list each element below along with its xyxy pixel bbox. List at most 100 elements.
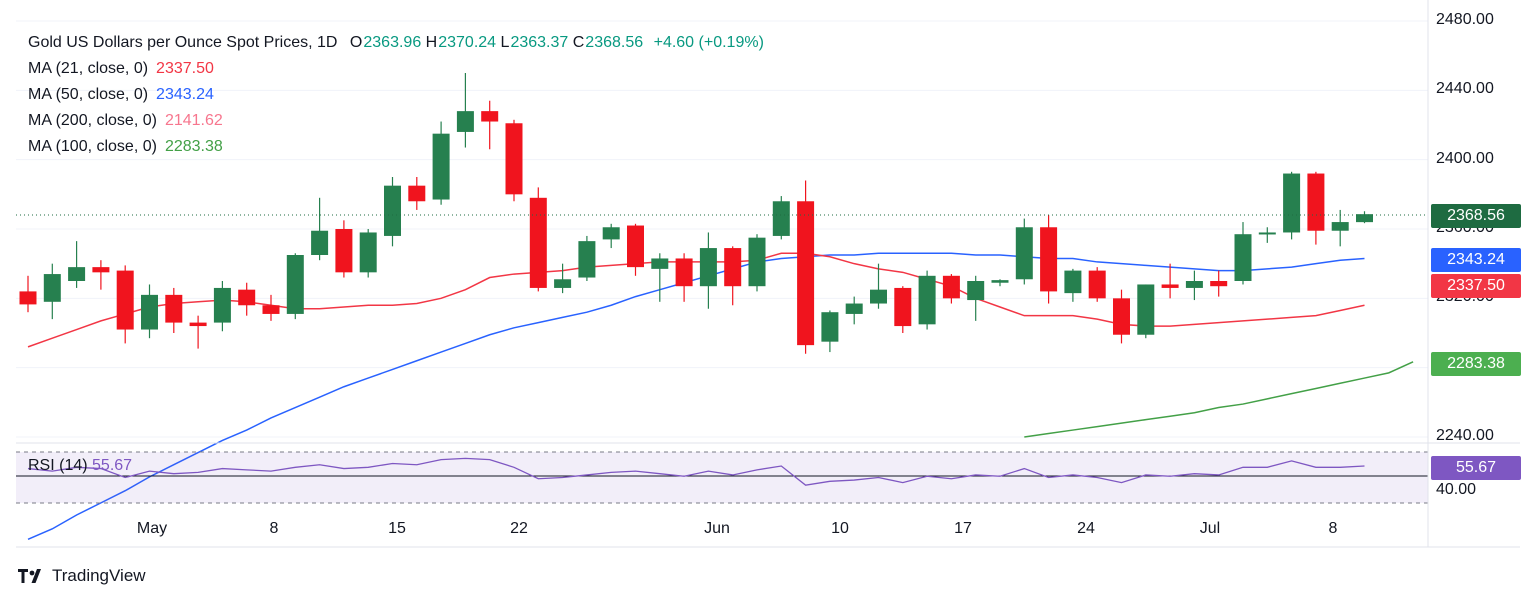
candle <box>870 263 887 309</box>
high-label: H <box>425 34 438 51</box>
candle <box>797 180 815 354</box>
candle-body <box>286 255 304 314</box>
rsi-path <box>27 457 1365 486</box>
candle <box>845 296 863 325</box>
x-tick-label: May <box>136 520 168 537</box>
candle <box>1356 211 1373 224</box>
candle-body <box>43 274 61 302</box>
candle-body <box>772 201 790 236</box>
candle <box>627 223 644 276</box>
candle <box>821 310 839 353</box>
candle <box>724 246 742 306</box>
x-tick-label: 22 <box>510 520 528 537</box>
candle <box>481 100 499 150</box>
candle-body <box>432 133 450 200</box>
y-tick-label: 2400.00 <box>1436 149 1494 167</box>
candle <box>1234 222 1252 285</box>
candle <box>967 275 985 321</box>
candle <box>578 235 596 281</box>
ma-label: MA (200, close, 0) <box>28 112 157 129</box>
candle-body <box>1040 227 1058 292</box>
ma-value: 2141.62 <box>164 112 223 129</box>
close-label: C <box>572 34 585 51</box>
candle-body <box>262 305 280 314</box>
candle-body <box>505 123 523 195</box>
candle-body <box>675 258 693 287</box>
candle <box>505 119 523 202</box>
candle-body <box>1307 173 1325 231</box>
candle-body <box>1258 232 1276 235</box>
ma-label: MA (50, close, 0) <box>28 86 149 103</box>
close-value: 2368.56 <box>585 34 644 51</box>
ma-legend-row: MA (21, close, 0) 2337.50 <box>28 56 764 82</box>
candle-body <box>116 270 134 330</box>
candle <box>335 220 353 278</box>
candle-body <box>1283 173 1301 233</box>
x-tick-label: 10 <box>831 520 849 537</box>
ohlc-row: Gold US Dollars per Ounce Spot Prices, 1… <box>28 30 764 56</box>
candle-body <box>1064 270 1082 294</box>
ma50-line <box>27 252 1365 540</box>
open-label: O <box>349 34 363 51</box>
candle-body <box>651 258 669 269</box>
candle-body <box>1015 227 1033 280</box>
candle <box>1161 263 1179 299</box>
candle-body <box>335 229 353 273</box>
ma-legend-row: MA (100, close, 0) 2283.38 <box>28 134 764 160</box>
candle-body <box>894 287 912 327</box>
brand-name: TradingView <box>52 566 146 585</box>
candle <box>1185 270 1203 301</box>
candle <box>554 263 572 294</box>
tradingview-logo: TradingView <box>18 566 146 586</box>
candle <box>311 197 329 261</box>
price-badge: 2283.38 <box>1431 352 1521 376</box>
candle-body <box>724 248 742 287</box>
candle-body <box>1331 222 1349 231</box>
candle <box>68 241 86 288</box>
candle <box>92 260 110 290</box>
x-tick-label: Jul <box>1199 520 1221 537</box>
change-value: +4.60 (+0.19%) <box>653 34 764 51</box>
candle-body <box>1210 281 1228 287</box>
candle-body <box>456 111 474 132</box>
rsi-legend: RSI (14) 55.67 <box>28 457 132 475</box>
candle-body <box>991 280 1009 283</box>
candle <box>165 287 183 333</box>
candle-body <box>238 289 256 306</box>
candle-body <box>1356 214 1373 223</box>
candle-body <box>748 237 766 287</box>
candle <box>432 121 450 205</box>
tradingview-icon <box>18 569 41 583</box>
candle-body <box>359 232 377 273</box>
low-label: L <box>500 34 510 51</box>
candle <box>1088 267 1106 302</box>
candle <box>286 253 304 320</box>
candle <box>602 223 620 249</box>
candle-body <box>870 289 887 304</box>
candle <box>1258 227 1276 243</box>
candle <box>359 229 377 278</box>
candle-body <box>1161 284 1179 288</box>
candle-body <box>627 225 644 268</box>
candle <box>213 281 231 332</box>
x-tick-label: 8 <box>1328 520 1338 537</box>
high-value: 2370.24 <box>438 34 497 51</box>
price-badge: 2368.56 <box>1431 204 1521 228</box>
candle-body <box>481 111 499 122</box>
candle-body <box>189 322 207 327</box>
candle <box>189 315 207 349</box>
candles <box>19 73 1373 354</box>
x-tick-label: 17 <box>954 520 972 537</box>
x-tick-label: 24 <box>1077 520 1095 537</box>
rsi-value: 55.67 <box>92 457 133 474</box>
candle-body <box>384 185 401 236</box>
candle <box>141 284 158 339</box>
candle-body <box>967 281 985 301</box>
candle-body <box>1137 284 1155 335</box>
candle <box>942 274 960 304</box>
rsi-band <box>16 452 1428 503</box>
candle-body <box>408 185 426 202</box>
ma-legend-row: MA (50, close, 0) 2343.24 <box>28 82 764 108</box>
price-badge: 2343.24 <box>1431 248 1521 272</box>
candle-body <box>918 275 936 325</box>
